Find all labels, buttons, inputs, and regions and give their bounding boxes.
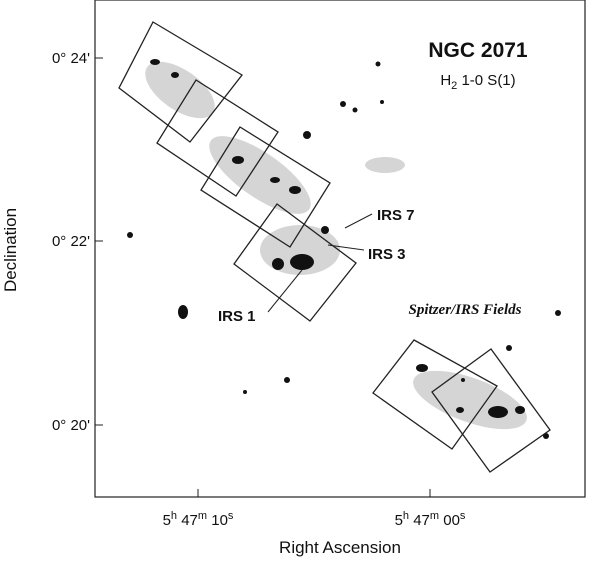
- y-tick-label: 0° 20': [52, 417, 90, 434]
- annotation: IRS 1: [218, 308, 256, 325]
- annotation: IRS 3: [368, 246, 406, 263]
- title: NGC 2071: [428, 39, 528, 62]
- fields-label: Spitzer/IRS Fields: [409, 302, 522, 318]
- annotation: IRS 7: [377, 207, 415, 224]
- irs-fields: [118, 21, 551, 473]
- x-tick-label: 5h 47m 00s: [395, 510, 466, 529]
- x-axis-label: Right Ascension: [279, 538, 401, 557]
- leader-lines: [267, 213, 373, 313]
- y-tick-label: 0° 22': [52, 233, 90, 250]
- subtitle: H2 1-0 S(1): [440, 72, 515, 92]
- y-axis-label: Declination: [1, 208, 20, 292]
- nebula-image: [127, 59, 561, 439]
- y-tick-label: 0° 24': [52, 50, 90, 67]
- x-tick-label: 5h 47m 10s: [163, 510, 234, 529]
- tick-marks: [95, 57, 431, 497]
